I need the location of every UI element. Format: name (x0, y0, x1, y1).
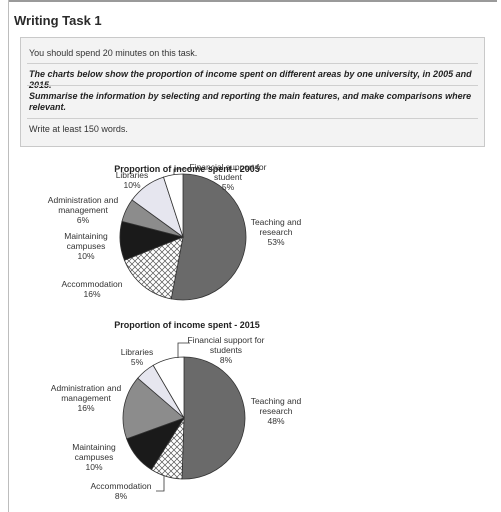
slice-value-label: 48% (267, 416, 284, 426)
leader-line (156, 476, 165, 492)
slice-value-label: 10% (123, 180, 140, 190)
slice-category-label: Teaching and (251, 396, 302, 406)
chart-title: Proportion of income spent - 2015 (114, 320, 260, 330)
task-title: Writing Task 1 (14, 13, 102, 28)
instruction-summarise: Summarise the information by selecting a… (29, 91, 472, 101)
slice-value-label: 10% (77, 251, 94, 261)
divider (27, 63, 478, 64)
slice-category-label: Financial support for (187, 335, 264, 345)
slice-category-label: Maintaining (64, 231, 108, 241)
pie-slice (152, 356, 185, 420)
top-rule (8, 0, 497, 2)
slice-value-label: 8% (220, 355, 233, 365)
pie-chart-2015: Proportion of income spent - 2015 Teachin… (51, 320, 302, 501)
slice-category-label: Libraries (121, 347, 154, 357)
slice-category-label: Accommodation (62, 279, 123, 289)
pie-slice (163, 173, 184, 238)
leader-line (177, 342, 190, 358)
slice-value-label: 5% (131, 357, 144, 367)
task-instructions-box: You should spend 20 minutes on this task… (20, 37, 485, 147)
slice-category-label: management (61, 393, 111, 403)
leader-line (173, 168, 190, 175)
divider (27, 85, 478, 86)
pie-slice (170, 173, 247, 301)
divider (27, 118, 478, 119)
instruction-summarise-cont: relevant. (29, 102, 67, 112)
slice-value-label: 10% (85, 462, 102, 472)
slice-value-label: 16% (77, 403, 94, 413)
pie-slice (181, 356, 246, 480)
slice-category-label: Administration and (48, 195, 119, 205)
slice-category-label: Maintaining (72, 442, 116, 452)
slice-category-label: research (259, 406, 292, 416)
slice-category-label: research (259, 227, 292, 237)
slice-value-label: 5% (222, 182, 235, 192)
pie-slice (123, 236, 184, 300)
slice-category-label: Financial support for (189, 162, 266, 172)
instruction-time: You should spend 20 minutes on this task… (29, 48, 198, 58)
slice-category-label: Libraries (116, 170, 149, 180)
slice-category-label: student (214, 172, 243, 182)
slice-category-label: campuses (75, 452, 114, 462)
slice-value-label: 53% (267, 237, 284, 247)
slice-category-label: Administration and (51, 383, 122, 393)
slice-category-label: Teaching and (251, 217, 302, 227)
pie-chart-2005: Proportion of income spent - 2005Teachin… (48, 162, 302, 301)
pie-slice (122, 377, 185, 440)
slice-category-label: management (58, 205, 108, 215)
instruction-word-count: Write at least 150 words. (29, 124, 128, 134)
slice-value-label: 8% (115, 491, 128, 501)
slice-value-label: 16% (83, 289, 100, 299)
slice-category-label: Accommodation (91, 481, 152, 491)
slice-category-label: campuses (67, 241, 106, 251)
slice-category-label: students (210, 345, 242, 355)
slice-value-label: 6% (77, 215, 90, 225)
left-rule (8, 0, 9, 512)
